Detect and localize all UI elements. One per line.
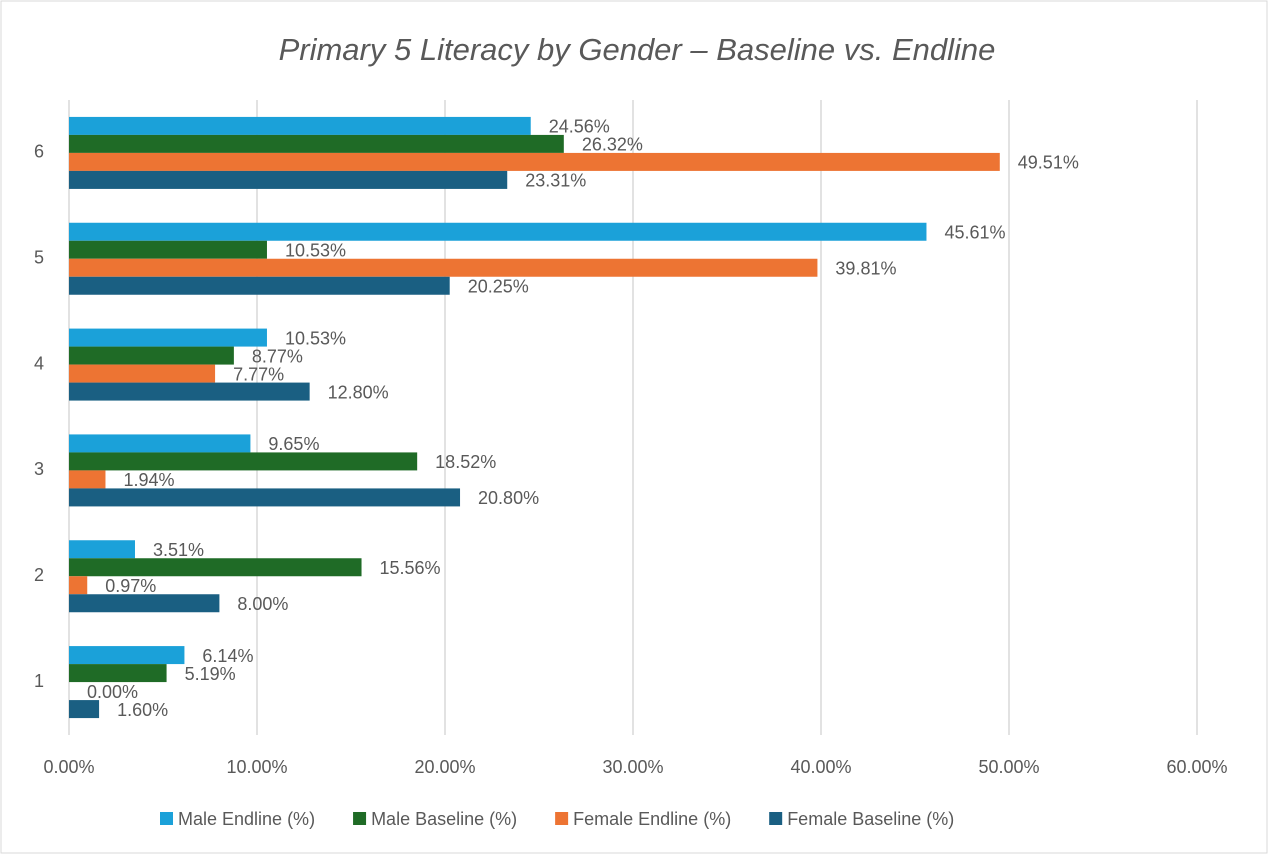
legend-swatch: [555, 812, 569, 825]
y-tick-label: 1: [34, 671, 44, 691]
legend-label: Female Endline (%): [573, 809, 731, 829]
data-label: 49.51%: [1018, 153, 1079, 173]
bar: [69, 434, 251, 453]
data-label: 9.65%: [268, 434, 319, 454]
data-label: 26.32%: [582, 135, 643, 155]
bar: [69, 382, 310, 401]
y-tick-label: 5: [34, 248, 44, 268]
bar: [69, 540, 135, 559]
data-label: 39.81%: [835, 259, 896, 279]
bar: [69, 646, 185, 665]
data-label: 8.77%: [252, 346, 303, 366]
bar: [69, 558, 362, 577]
y-tick-label: 6: [34, 142, 44, 162]
x-tick-label: 0.00%: [43, 757, 94, 777]
x-tick-label: 20.00%: [414, 757, 475, 777]
bar: [69, 222, 927, 241]
data-label: 8.00%: [237, 594, 288, 614]
legend-label: Male Endline (%): [178, 809, 315, 829]
bar: [69, 170, 508, 189]
y-tick-label: 4: [34, 353, 44, 373]
data-label: 15.56%: [380, 558, 441, 578]
data-label: 20.25%: [468, 277, 529, 297]
data-label: 5.19%: [185, 664, 236, 684]
data-label: 7.77%: [233, 364, 284, 384]
bar: [69, 152, 1000, 171]
y-tick-label: 2: [34, 565, 44, 585]
bar: [69, 470, 106, 489]
bar: [69, 346, 234, 365]
bar: [69, 452, 418, 471]
chart-title: Primary 5 Literacy by Gender – Baseline …: [279, 32, 996, 67]
y-tick-label: 3: [34, 459, 44, 479]
bar: [69, 258, 818, 277]
data-label: 1.94%: [123, 470, 174, 490]
data-label: 12.80%: [328, 382, 389, 402]
bar: [69, 116, 531, 135]
x-tick-label: 40.00%: [790, 757, 851, 777]
legend-swatch: [160, 812, 173, 825]
bar: [69, 664, 167, 683]
data-label: 3.51%: [153, 540, 204, 560]
bar: [69, 488, 461, 507]
bar: [69, 240, 267, 259]
data-label: 1.60%: [117, 700, 168, 720]
bar: [69, 364, 216, 383]
bar: [69, 594, 220, 613]
x-tick-label: 50.00%: [978, 757, 1039, 777]
data-label: 20.80%: [478, 488, 539, 508]
data-label: 6.14%: [202, 646, 253, 666]
data-label: 10.53%: [285, 328, 346, 348]
data-label: 10.53%: [285, 241, 346, 261]
bar: [69, 576, 88, 595]
data-label: 23.31%: [525, 171, 586, 191]
data-label: 0.97%: [105, 576, 156, 596]
data-label: 0.00%: [87, 682, 138, 702]
bar: [69, 328, 267, 347]
x-tick-label: 30.00%: [602, 757, 663, 777]
legend-swatch: [353, 812, 367, 825]
legend-swatch: [769, 812, 783, 825]
x-tick-label: 60.00%: [1166, 757, 1227, 777]
bar: [69, 276, 450, 295]
bar: [69, 700, 100, 719]
bar: [69, 134, 564, 153]
legend-label: Female Baseline (%): [787, 809, 954, 829]
data-label: 18.52%: [435, 452, 496, 472]
data-label: 45.61%: [944, 223, 1005, 243]
x-tick-label: 10.00%: [226, 757, 287, 777]
legend-label: Male Baseline (%): [371, 809, 517, 829]
data-label: 24.56%: [549, 117, 610, 137]
